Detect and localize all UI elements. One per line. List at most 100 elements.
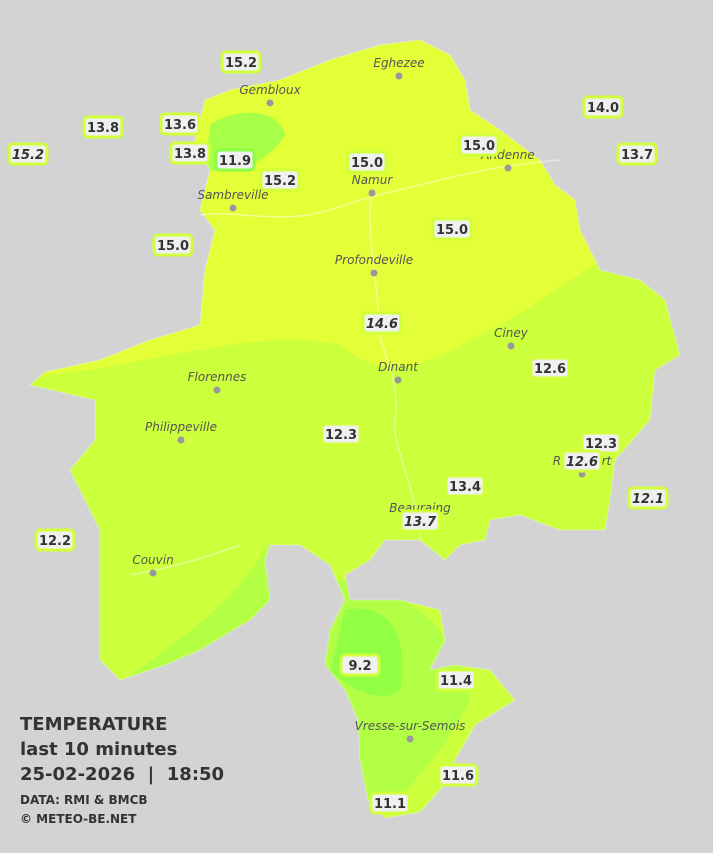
reading-value: 11.9 [219,154,251,169]
station-reading: 13.7 [616,142,658,166]
legend-period: last 10 minutes [20,739,177,760]
reading-box [320,422,362,446]
reading-box [152,233,194,257]
reading-box [437,763,479,787]
reading-box [616,142,658,166]
readings: 15.2 13.8 13.6 15.2 13.8 11.9 15.2 15.0 15.0 14.0… [7,50,669,815]
reading-box [214,148,256,172]
reading-box [159,112,201,136]
station-reading: 12.1 [627,486,669,510]
reading-box [582,95,624,119]
reading-box [561,449,603,473]
station-reading: 15.2 [259,168,301,192]
reading-box [399,509,441,533]
town-label: Profondeville [335,253,413,267]
station-reading: 11.6 [437,763,479,787]
town-dot [213,386,221,394]
town-label: Namur [352,173,394,187]
town-label: Dinant [378,360,419,374]
reading-value: 13.7 [404,515,437,530]
reading-box [346,150,388,174]
reading-value: 13.8 [87,121,119,136]
station-reading: 15.0 [152,233,194,257]
reading-value: 15.0 [436,223,468,238]
town-label: Ciney [494,326,529,340]
reading-box [169,141,211,165]
town-label: Eghezee [373,56,424,70]
town-dot [266,99,274,107]
legend-title: TEMPERATURE [20,714,167,735]
reading-value: 12.2 [39,534,71,549]
town-dot [229,204,237,212]
station-reading: 9.2 [339,653,381,677]
station-reading: 13.8 [169,141,211,165]
station-reading: 14.0 [582,95,624,119]
reading-value: 14.6 [366,317,398,332]
town-label: Sambreville [197,188,268,202]
reading-value: 12.6 [566,455,598,470]
reading-value: 15.0 [351,156,383,171]
station-reading: 15.2 [7,142,49,166]
legend-datetime: 25-02-2026 | 18:50 [20,764,224,785]
station-reading: 12.3 [320,422,362,446]
reading-value: 15.2 [264,174,296,189]
reading-box [339,653,381,677]
legend-source: DATA: RMI & BMCB [20,793,148,807]
reading-value: 15.2 [12,148,44,163]
town-label: Florennes [188,370,247,384]
reading-value: 11.1 [374,797,406,812]
reading-value: 13.6 [164,118,196,133]
reading-box [7,142,49,166]
station-reading: 12.6 [529,356,571,380]
town-label: Gembloux [239,83,301,97]
reading-box [435,668,477,692]
reading-value: 9.2 [348,659,371,674]
station-reading: 13.7 [399,509,441,533]
station-reading: 13.6 [159,112,201,136]
station-reading: 11.1 [369,791,411,815]
station-reading: 15.0 [346,150,388,174]
station-reading: 13.8 [82,115,124,139]
reading-box [444,474,486,498]
reading-box [220,50,262,74]
station-reading: 11.4 [435,668,477,692]
reading-box [82,115,124,139]
station-reading: 11.9 [214,148,256,172]
town-dot [368,189,376,197]
legend-copyright: © METEO-BE.NET [20,812,137,826]
station-reading: 12.2 [34,528,76,552]
reading-value: 15.2 [225,56,257,71]
station-reading: 14.6 [361,311,403,335]
reading-box [361,311,403,335]
reading-value: 13.8 [174,147,206,162]
reading-value: 13.7 [621,148,653,163]
reading-box [369,791,411,815]
reading-value: 15.0 [157,239,189,254]
reading-value: 14.0 [587,101,619,116]
town-dot [177,436,185,444]
town-dot [394,376,402,384]
reading-value: 12.1 [632,492,664,507]
reading-value: 11.4 [440,674,472,689]
station-reading: 15.0 [431,217,473,241]
town-dot [395,72,403,80]
reading-box [529,356,571,380]
rivers [129,159,561,576]
reading-value: 12.3 [325,428,357,443]
town-dot [370,269,378,277]
reading-box [34,528,76,552]
station-reading: 15.0 [458,133,500,157]
reading-box [627,486,669,510]
reading-value: 11.6 [442,769,474,784]
town-dot [504,164,512,172]
town-label: Philippeville [145,420,217,434]
station-reading: 12.6 [561,449,603,473]
reading-value: 12.6 [534,362,566,377]
town-dot [507,342,515,350]
reading-value: 12.3 [585,437,617,452]
town-dot [406,735,414,743]
town-label: Vresse-sur-Semois [355,719,466,733]
reading-box [458,133,500,157]
station-reading: 13.4 [444,474,486,498]
